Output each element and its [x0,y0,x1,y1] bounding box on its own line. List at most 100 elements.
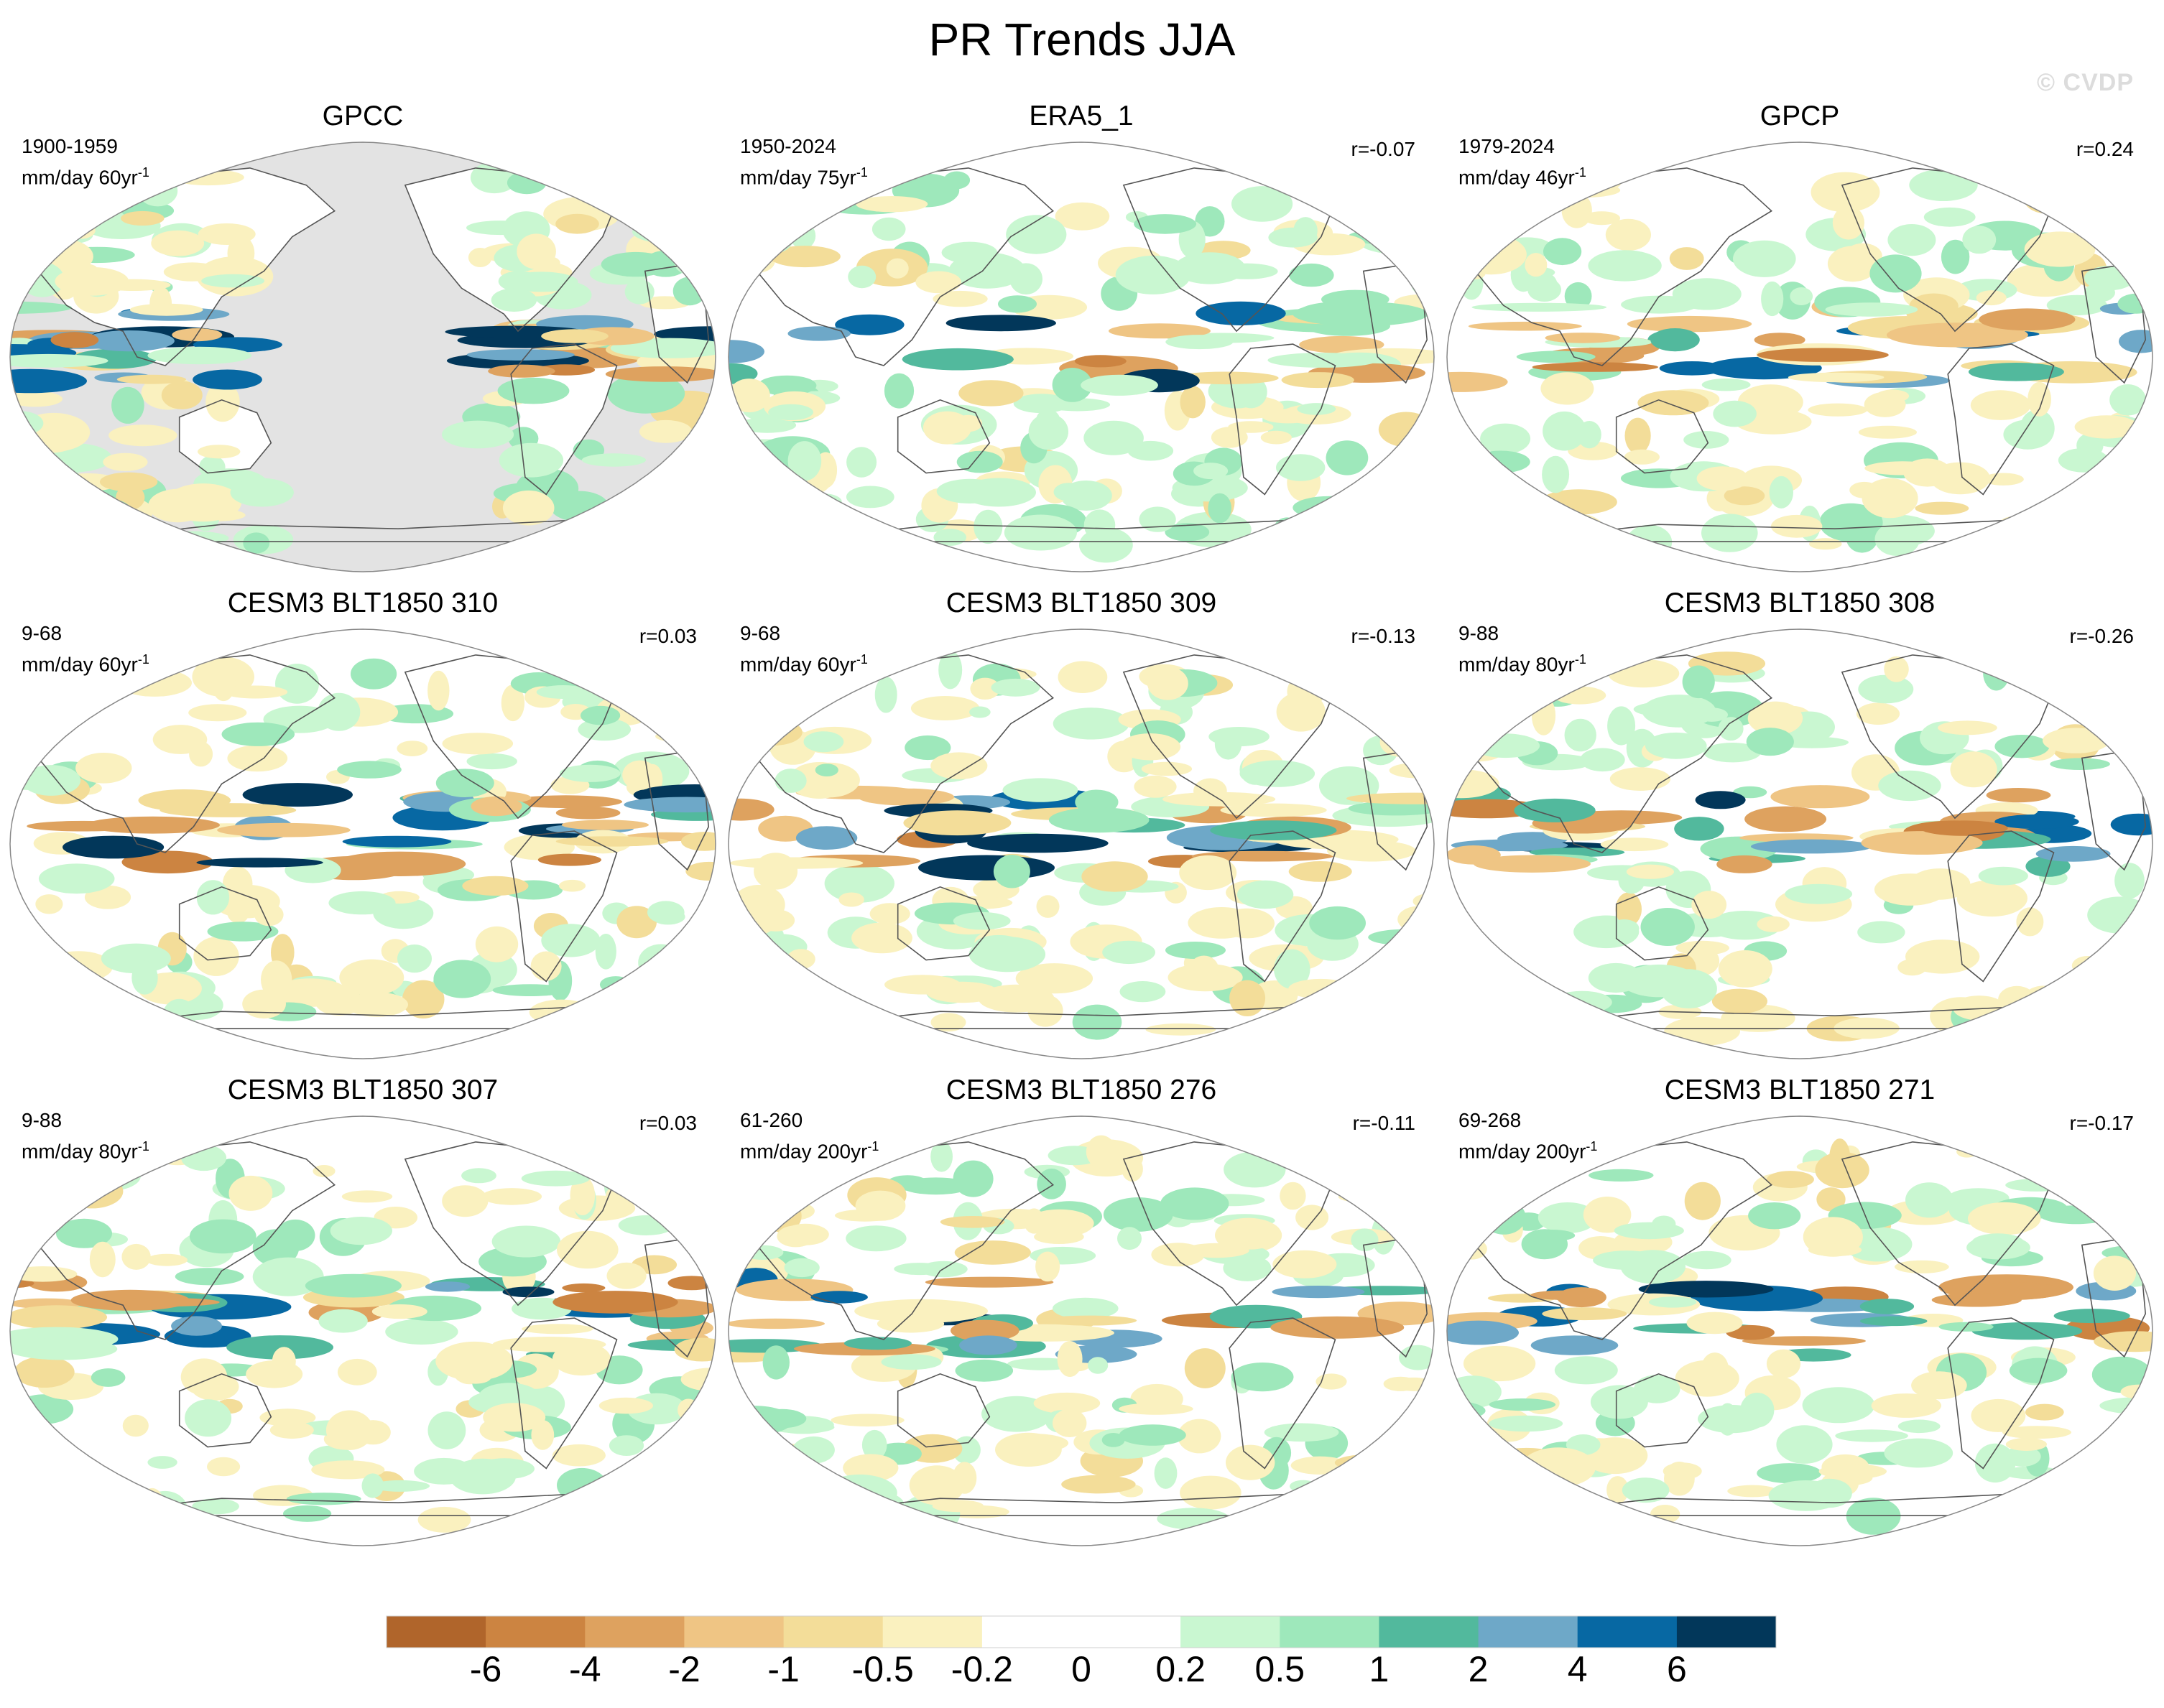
trend-blob [968,937,1046,973]
trend-blob [196,858,323,868]
map-2 [728,141,1435,572]
trend-blob [1452,1472,1516,1509]
trend-blob [475,926,519,962]
trend-blob [1520,1447,1596,1487]
coastline-australia [1615,399,1709,474]
trend-blob [531,1420,555,1450]
trend-blob [491,1225,561,1258]
trend-blob [228,1175,273,1211]
trend-blob [243,532,270,554]
map-panel-8: CESM3 BLT1850 276 61-260 mm/day 200yr-1 r=-… [726,1075,1437,1549]
trend-blob [1638,1281,1774,1298]
trend-blob [330,1217,392,1245]
trend-blob [1757,348,1889,362]
trend-blob [171,1316,222,1336]
trend-blob [242,783,353,807]
trend-blob [2043,1013,2092,1039]
trend-blob [1532,362,1658,372]
trend-blob [305,1273,402,1298]
trend-blob [1515,1008,1537,1030]
trend-blob [1468,321,1582,331]
trend-blob [461,1168,496,1184]
trend-blob [678,535,716,552]
trend-blob [1979,308,2076,331]
map-outline [9,628,716,1059]
trend-blob [2079,983,2149,1022]
panel-title: CESM3 BLT1850 310 [227,588,499,618]
trend-blob [1033,1392,1101,1414]
trend-blob [471,796,522,817]
trend-blob [1768,1480,1844,1511]
panel-units-text: mm/day 200yr [1458,1140,1586,1163]
trend-blob [1180,386,1206,419]
trend-blob [148,488,207,523]
trend-blob [1309,906,1366,940]
trend-blob [757,375,817,396]
trend-blob [1117,1227,1142,1250]
trend-blob [147,1456,177,1469]
trend-blob [2009,1357,2068,1383]
trend-blob [10,477,44,502]
trend-blob [943,171,971,190]
trend-blob [1633,701,1703,718]
trend-blob [729,727,759,764]
trend-blob [1178,1419,1221,1454]
trend-blob [1394,1195,1423,1208]
colorbar-segment [1280,1616,1379,1648]
trend-blob [606,1262,647,1289]
trend-blob [729,379,770,413]
map-9 [1446,1115,2153,1546]
colorbar-tick-label: -6 [469,1649,502,1689]
trend-blob [1214,728,1242,760]
trend-blob [1447,845,1501,865]
trend-blob [1938,720,1997,735]
trend-blob [1391,1014,1421,1036]
panel-title: CESM3 BLT1850 309 [945,588,1217,618]
trend-blob [991,678,1040,697]
trend-blob [1950,751,1997,788]
trend-blob [108,1297,220,1307]
trend-blob [1088,1357,1109,1374]
trend-blob [1978,866,2028,886]
trend-blob [227,745,288,772]
trend-blob [60,518,85,554]
trend-blob [492,984,568,996]
trend-blob [1210,820,1337,840]
map-outline [1446,141,2153,572]
trend-blob [328,891,396,915]
trend-blob [161,381,203,409]
trend-blob [198,445,241,459]
trend-blob [1119,1403,1193,1415]
trend-blob [333,851,466,876]
trend-blob [824,864,894,903]
trend-blob [838,892,864,907]
coastline-asia [1474,654,1773,853]
trend-blob [1825,302,1918,317]
trend-blob [2087,896,2151,934]
colorbar-segment [1577,1616,1678,1648]
trend-blob [1941,239,1970,274]
trend-blob [10,1337,118,1360]
trend-blob [1451,1025,1474,1039]
trend-blob [783,1475,834,1507]
trend-blob [1165,523,1210,542]
trend-blob [1640,908,1695,946]
trend-blob [1326,440,1369,475]
trend-blob [2016,907,2044,937]
trend-blob [955,1359,1014,1382]
map-outline [728,1115,1435,1546]
trend-blob [729,340,764,363]
trend-blob [402,980,445,1018]
trend-blob [286,1493,361,1505]
trend-blob [970,677,1000,700]
panel-units-exponent: -1 [867,1139,879,1154]
map-panel-4: CESM3 BLT1850 310 9-68 mm/day 60yr-1 r=0.03 [7,588,718,1062]
trend-blob [29,1013,89,1038]
trend-blob [483,1403,546,1432]
trend-blob [1660,969,1717,1008]
trend-blob [1456,234,1527,275]
trend-blob [1857,921,1905,944]
trend-blob [1009,263,1042,294]
trend-blob [1962,226,1997,254]
trend-blob [1994,735,2050,758]
